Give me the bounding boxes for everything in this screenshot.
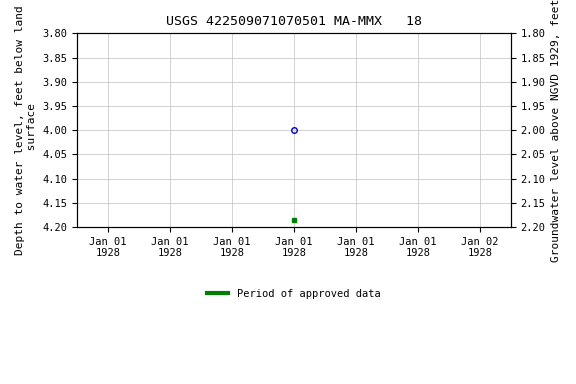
- Y-axis label: Groundwater level above NGVD 1929, feet: Groundwater level above NGVD 1929, feet: [551, 0, 561, 262]
- Y-axis label: Depth to water level, feet below land
 surface: Depth to water level, feet below land su…: [15, 5, 37, 255]
- Legend: Period of approved data: Period of approved data: [203, 285, 384, 303]
- Title: USGS 422509071070501 MA-MMX   18: USGS 422509071070501 MA-MMX 18: [166, 15, 422, 28]
